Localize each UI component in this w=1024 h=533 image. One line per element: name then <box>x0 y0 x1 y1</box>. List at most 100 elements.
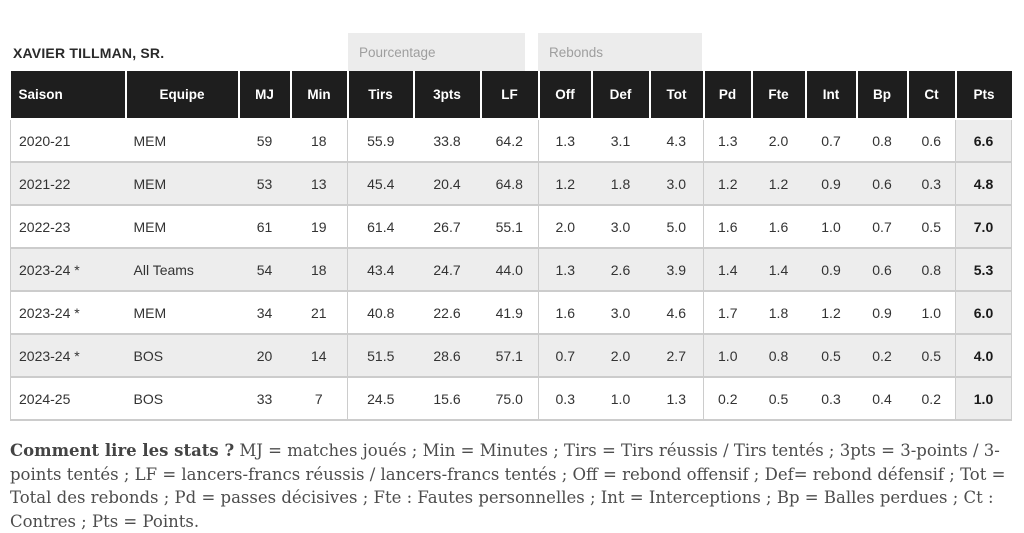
table-row: 2022-23 MEM 61 19 61.4 26.7 55.1 2.0 3.0 5.0 1.6 1.… <box>10 205 1012 249</box>
stat-cell: 1.2 <box>538 162 592 206</box>
table-row: 2020-21 MEM 59 18 55.9 33.8 64.2 1.3 3.1 4.3 1.3 2.… <box>10 119 1012 163</box>
stat-cell: 53 <box>238 162 291 206</box>
col-header-tirs: Tirs <box>347 71 415 120</box>
stat-cell: 51.5 <box>347 334 414 378</box>
stat-cell: 20 <box>238 334 291 378</box>
stat-cell: 1.0 <box>907 291 956 335</box>
points-cell: 7.0 <box>955 205 1012 249</box>
season-cell: 2023-24 * <box>10 248 126 292</box>
table-row: 2023-24 * BOS 20 14 51.5 28.6 57.1 0.7 2.0 2.7 1.0… <box>10 334 1012 378</box>
stat-cell: 0.2 <box>703 377 752 421</box>
team-cell: BOS <box>125 334 239 378</box>
stat-cell: 1.3 <box>538 248 592 292</box>
col-header-3pts: 3pts <box>413 71 482 120</box>
stats-legend: Comment lire les stats ? MJ = matches jo… <box>10 439 1014 533</box>
col-header-lf: LF <box>480 71 540 120</box>
stat-cell: 0.7 <box>805 119 857 163</box>
stat-cell: 0.6 <box>907 119 956 163</box>
stat-cell: 0.7 <box>856 205 908 249</box>
stat-cell: 2.0 <box>538 205 592 249</box>
stat-cell: 0.5 <box>805 334 857 378</box>
col-header-pd: Pd <box>703 71 753 120</box>
col-header-fte: Fte <box>751 71 807 120</box>
stat-cell: 41.9 <box>480 291 539 335</box>
col-header-bp: Bp <box>856 71 909 120</box>
col-header-def: Def <box>591 71 651 120</box>
season-cell: 2021-22 <box>10 162 126 206</box>
stat-cell: 1.3 <box>649 377 704 421</box>
team-cell: MEM <box>125 205 239 249</box>
stat-cell: 14 <box>290 334 348 378</box>
stat-cell: 0.5 <box>751 377 806 421</box>
stat-cell: 61.4 <box>347 205 414 249</box>
legend-lead: Comment lire les stats ? <box>10 441 235 460</box>
stat-cell: 0.8 <box>856 119 908 163</box>
stat-cell: 33 <box>238 377 291 421</box>
player-name: XAVIER TILLMAN, SR. <box>13 45 165 61</box>
team-cell: MEM <box>125 162 239 206</box>
stat-cell: 0.6 <box>856 162 908 206</box>
col-header-equipe: Equipe <box>125 71 240 120</box>
stat-cell: 0.3 <box>805 377 857 421</box>
stat-cell: 2.7 <box>649 334 704 378</box>
stat-cell: 0.9 <box>805 248 857 292</box>
col-header-pts: Pts <box>955 71 1012 120</box>
stat-cell: 21 <box>290 291 348 335</box>
stat-cell: 0.9 <box>856 291 908 335</box>
stat-cell: 2.0 <box>751 119 806 163</box>
stat-cell: 26.7 <box>413 205 481 249</box>
stat-cell: 3.0 <box>591 291 650 335</box>
table-row: 2023-24 * All Teams 54 18 43.4 24.7 44.0 1.3 2.6… <box>10 248 1012 292</box>
stats-header-row: Saison Equipe MJ Min Tirs 3pts LF Off Def Tot Pd Ft… <box>10 71 1012 120</box>
team-cell: MEM <box>125 291 239 335</box>
stat-cell: 61 <box>238 205 291 249</box>
season-cell: 2022-23 <box>10 205 126 249</box>
stat-cell: 0.2 <box>856 334 908 378</box>
stat-cell: 0.2 <box>907 377 956 421</box>
col-header-ct: Ct <box>907 71 957 120</box>
group-header-percentage: Pourcentage <box>348 33 525 71</box>
stat-cell: 40.8 <box>347 291 414 335</box>
stat-cell: 0.4 <box>856 377 908 421</box>
stat-cell: 57.1 <box>480 334 539 378</box>
stat-cell: 1.4 <box>751 248 806 292</box>
player-stats-table: Saison Equipe MJ Min Tirs 3pts LF Off Def Tot Pd Ft… <box>10 71 1012 421</box>
points-cell: 6.0 <box>955 291 1012 335</box>
points-cell: 6.6 <box>955 119 1012 163</box>
stat-cell: 3.0 <box>649 162 704 206</box>
team-cell: MEM <box>125 119 239 163</box>
stat-cell: 18 <box>290 248 348 292</box>
stat-cell: 1.0 <box>703 334 752 378</box>
table-row: 2024-25 BOS 33 7 24.5 15.6 75.0 0.3 1.0 1.3 0.2 0.5… <box>10 377 1012 421</box>
stat-cell: 0.9 <box>805 162 857 206</box>
stat-cell: 1.8 <box>591 162 650 206</box>
stat-cell: 1.3 <box>538 119 592 163</box>
table-row: 2023-24 * MEM 34 21 40.8 22.6 41.9 1.6 3.0 4.6 1.7… <box>10 291 1012 335</box>
stat-cell: 59 <box>238 119 291 163</box>
stat-cell: 24.5 <box>347 377 414 421</box>
stats-table-body: 2020-21 MEM 59 18 55.9 33.8 64.2 1.3 3.1 4.3 1.3 2.… <box>10 119 1012 421</box>
stat-cell: 33.8 <box>413 119 481 163</box>
stat-cell: 15.6 <box>413 377 481 421</box>
stat-cell: 45.4 <box>347 162 414 206</box>
stat-cell: 0.5 <box>907 334 956 378</box>
stat-cell: 1.6 <box>703 205 752 249</box>
stat-cell: 0.7 <box>538 334 592 378</box>
stat-cell: 54 <box>238 248 291 292</box>
stat-cell: 4.6 <box>649 291 704 335</box>
stat-cell: 18 <box>290 119 348 163</box>
stat-cell: 1.7 <box>703 291 752 335</box>
season-cell: 2024-25 <box>10 377 126 421</box>
stat-cell: 1.2 <box>751 162 806 206</box>
stat-cell: 64.8 <box>480 162 539 206</box>
stat-cell: 55.9 <box>347 119 414 163</box>
col-header-min: Min <box>290 71 349 120</box>
stat-cell: 19 <box>290 205 348 249</box>
stat-cell: 3.1 <box>591 119 650 163</box>
stat-cell: 44.0 <box>480 248 539 292</box>
table-row: 2021-22 MEM 53 13 45.4 20.4 64.8 1.2 1.8 3.0 1.2 1.… <box>10 162 1012 206</box>
stat-cell: 55.1 <box>480 205 539 249</box>
table-top-bar: XAVIER TILLMAN, SR. Pourcentage Rebonds <box>10 33 1011 71</box>
stat-cell: 4.3 <box>649 119 704 163</box>
stat-cell: 1.6 <box>538 291 592 335</box>
